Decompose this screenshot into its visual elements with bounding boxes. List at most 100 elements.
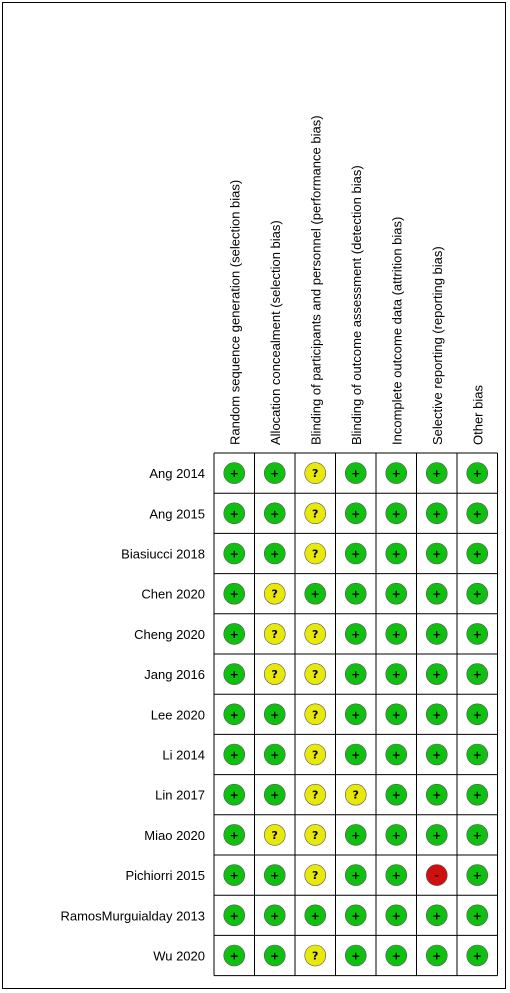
risk-marker-low xyxy=(263,783,286,806)
risk-symbol: + xyxy=(392,628,401,641)
risk-marker-low xyxy=(263,743,286,766)
risk-marker-unclear xyxy=(304,623,327,645)
risk-symbol: + xyxy=(392,829,401,842)
risk-marker-low xyxy=(344,502,367,525)
risk-symbol: + xyxy=(473,789,482,802)
risk-marker-low xyxy=(385,944,408,967)
risk-marker-low xyxy=(344,703,367,726)
risk-symbol: + xyxy=(392,507,401,520)
risk-marker-low xyxy=(466,904,489,927)
risk-marker-low xyxy=(466,743,489,766)
row-label: Jang 2016 xyxy=(144,667,205,682)
risk-marker-unclear xyxy=(304,824,327,846)
risk-symbol: ? xyxy=(312,668,318,681)
risk-symbol: + xyxy=(311,588,320,601)
risk-marker-low xyxy=(425,743,448,766)
column-label: Allocation concealment (selection bias) xyxy=(268,220,283,445)
risk-symbol: + xyxy=(473,507,482,520)
risk-symbol: + xyxy=(230,909,239,922)
risk-marker-low xyxy=(223,703,246,726)
row-label: Lin 2017 xyxy=(155,788,205,803)
risk-marker-low xyxy=(466,542,489,565)
risk-marker-low xyxy=(263,502,286,525)
risk-marker-low xyxy=(263,944,286,967)
risk-symbol: + xyxy=(432,507,441,520)
risk-symbol: + xyxy=(392,467,401,480)
risk-marker-low xyxy=(344,462,367,484)
risk-symbol: + xyxy=(270,708,279,721)
row-label: Pichiorri 2015 xyxy=(126,868,206,883)
risk-marker-unclear xyxy=(304,542,327,565)
risk-marker-low xyxy=(425,462,448,484)
risk-symbol: + xyxy=(392,668,401,681)
risk-symbol: - xyxy=(434,869,439,882)
risk-symbol: + xyxy=(230,548,239,561)
risk-symbol: + xyxy=(432,789,441,802)
risk-marker-low xyxy=(223,663,246,685)
risk-symbol: ? xyxy=(312,507,318,520)
risk-marker-low xyxy=(466,623,489,645)
column-label: Blinding of outcome assessment (detectio… xyxy=(349,165,364,445)
risk-symbol: + xyxy=(392,708,401,721)
risk-symbol: + xyxy=(351,507,360,520)
risk-symbol: + xyxy=(311,909,320,922)
risk-marker-unclear xyxy=(304,743,327,766)
risk-symbol: + xyxy=(351,588,360,601)
risk-marker-low xyxy=(466,783,489,806)
risk-marker-unclear xyxy=(304,864,327,886)
risk-symbol: ? xyxy=(312,869,318,882)
risk-marker-unclear xyxy=(304,502,327,525)
risk-marker-low xyxy=(223,824,246,846)
risk-symbol: + xyxy=(392,588,401,601)
risk-marker-low xyxy=(425,663,448,685)
risk-marker-low xyxy=(263,462,286,484)
risk-marker-low xyxy=(466,462,489,484)
column-label: Other bias xyxy=(470,385,485,445)
risk-marker-unclear xyxy=(304,703,327,726)
risk-marker-low xyxy=(425,904,448,927)
risk-symbol: ? xyxy=(272,588,278,601)
risk-symbol: + xyxy=(432,548,441,561)
risk-marker-low xyxy=(344,582,367,605)
risk-marker-low xyxy=(223,944,246,967)
risk-marker-low xyxy=(344,743,367,766)
risk-marker-low xyxy=(344,944,367,967)
risk-symbol: + xyxy=(230,708,239,721)
risk-symbol: + xyxy=(432,909,441,922)
risk-symbol: + xyxy=(351,869,360,882)
row-label: RamosMurguialday 2013 xyxy=(60,908,205,923)
risk-marker-low xyxy=(425,824,448,846)
risk-marker-low xyxy=(385,703,408,726)
column-label: Selective reporting (reporting bias) xyxy=(430,246,445,445)
risk-marker-low xyxy=(385,743,408,766)
risk-symbol: + xyxy=(473,829,482,842)
risk-symbol: + xyxy=(473,668,482,681)
risk-symbol: + xyxy=(351,749,360,762)
risk-symbol: + xyxy=(270,548,279,561)
risk-marker-low xyxy=(466,864,489,886)
risk-symbol: ? xyxy=(312,548,318,561)
column-label: Blinding of participants and personnel (… xyxy=(308,115,323,445)
risk-marker-low xyxy=(425,703,448,726)
risk-marker-low xyxy=(385,502,408,525)
risk-symbol: + xyxy=(351,668,360,681)
risk-marker-low xyxy=(263,542,286,565)
risk-marker-unclear xyxy=(263,582,286,605)
risk-symbol: + xyxy=(230,628,239,641)
risk-marker-unclear xyxy=(304,944,327,967)
risk-marker-low xyxy=(466,663,489,685)
risk-symbol: ? xyxy=(312,829,318,842)
risk-marker-low xyxy=(304,582,327,605)
risk-marker-low xyxy=(263,864,286,886)
risk-marker-unclear xyxy=(263,824,286,846)
risk-symbol: + xyxy=(230,507,239,520)
risk-symbol: + xyxy=(230,749,239,762)
risk-symbol: + xyxy=(270,869,279,882)
risk-marker-low xyxy=(263,904,286,927)
risk-marker-low xyxy=(425,623,448,645)
risk-symbol: + xyxy=(351,467,360,480)
risk-symbol: + xyxy=(270,507,279,520)
risk-symbol: + xyxy=(351,708,360,721)
risk-symbol: + xyxy=(432,708,441,721)
risk-symbol: + xyxy=(432,749,441,762)
